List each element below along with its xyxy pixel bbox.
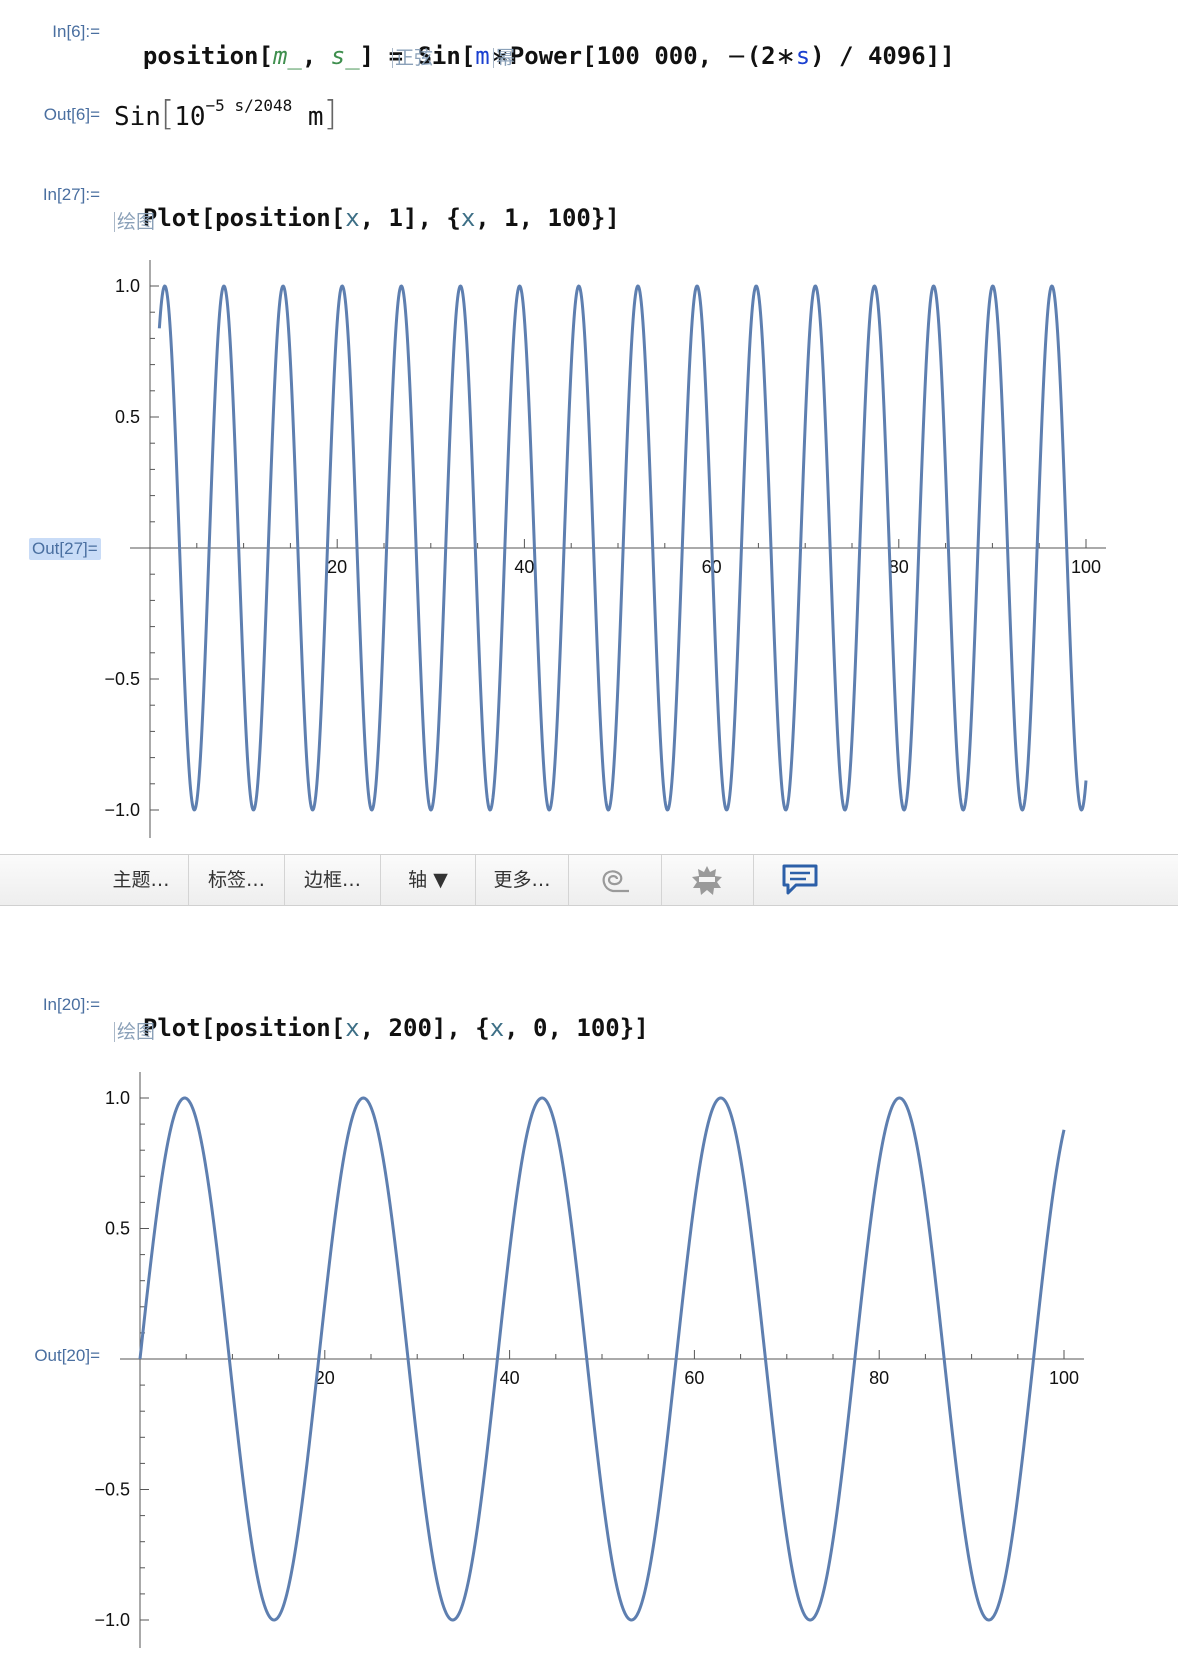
y-tick-label: −1.0	[94, 1610, 130, 1630]
in6-var-m: m_	[272, 42, 302, 70]
in6-m: m	[475, 42, 490, 70]
toolbar-theme-button[interactable]: 主题…	[94, 855, 189, 905]
in27-token: Plot[position[	[142, 204, 346, 232]
out27-label[interactable]: Out[27]=	[29, 538, 101, 560]
in27-token: , 1, 100}]	[475, 204, 620, 232]
in27-hint-plot[interactable]: 绘图	[114, 212, 155, 232]
out6-bracket-close: ]	[323, 94, 337, 134]
in20-label: In[20]:=	[42, 995, 100, 1014]
y-tick-label: 0.5	[115, 407, 140, 427]
in6-hint-sin[interactable]: 正弦	[392, 48, 433, 68]
in6-label: In[6]:=	[52, 22, 100, 41]
out20-label: Out[20]=	[34, 1346, 100, 1365]
x-tick-label: 40	[500, 1368, 520, 1388]
x-tick-label: 80	[889, 557, 909, 577]
out6-var: m	[307, 102, 324, 132]
x-tick-label: 80	[869, 1368, 889, 1388]
y-tick-label: −0.5	[94, 1480, 130, 1500]
y-tick-label: 0.5	[105, 1219, 130, 1239]
y-tick-label: 1.0	[115, 276, 140, 296]
in6-s: s	[795, 42, 811, 70]
y-tick-label: 1.0	[105, 1088, 130, 1108]
in6-token: position[	[142, 42, 273, 70]
toolbar-axes-dropdown[interactable]: 轴 ▼	[381, 855, 476, 905]
in27-input[interactable]: Plot[position[x, 1], {x, 1, 100}]	[114, 176, 620, 232]
in27-token: , 1], {	[359, 204, 461, 232]
in6-times: ∗	[489, 42, 510, 70]
in20-token: Plot[position[	[142, 1014, 346, 1042]
plot-toolbar: 主题… 标签… 边框… 轴 ▼ 更多…	[0, 854, 1178, 906]
in6-token: Power[100	[509, 42, 640, 70]
series-line	[157, 284, 1088, 812]
out6-label: Out[6]=	[43, 105, 100, 124]
in6-input[interactable]: position[m_, s_] = Sin[m∗Power[100 000, …	[114, 14, 955, 70]
in6-times: ∗	[775, 42, 796, 70]
in6-token: ) / 4096]]	[810, 42, 955, 70]
in20-token: , 200], {	[359, 1014, 490, 1042]
series-line	[138, 1096, 1066, 1622]
in6-var-s: s_	[330, 42, 360, 70]
toolbar-spiral-button[interactable]	[569, 855, 662, 905]
x-tick-label: 100	[1071, 557, 1101, 577]
out6-exponent: −5 s/2048	[205, 96, 293, 116]
in6-token: ,	[301, 42, 331, 70]
x-tick-label: 100	[1049, 1368, 1079, 1388]
in20-var-x: x	[345, 1014, 360, 1042]
in27-label: In[27]:=	[42, 185, 100, 204]
x-tick-label: 60	[684, 1368, 704, 1388]
in27-var-x: x	[345, 204, 360, 232]
toolbar-gear-button[interactable]	[662, 855, 754, 905]
in27-var-x: x	[460, 204, 476, 232]
in20-hint-plot[interactable]: 绘图	[114, 1022, 155, 1042]
in20-input[interactable]: Plot[position[x, 200], {x, 0, 100}]	[114, 986, 649, 1042]
in20-token: , 0, 100}]	[504, 1014, 649, 1042]
x-tick-label: 40	[514, 557, 534, 577]
x-tick-label: 20	[315, 1368, 335, 1388]
out6-bracket-open: [	[160, 94, 175, 134]
toolbar-more-button[interactable]: 更多…	[476, 855, 569, 905]
toolbar-frame-button[interactable]: 边框…	[285, 855, 381, 905]
toolbar-comment-button[interactable]	[754, 855, 846, 905]
in6-minus: −	[726, 42, 747, 70]
out6-base: 10	[174, 102, 206, 132]
in20-var-x: x	[489, 1014, 505, 1042]
spiral-icon	[602, 870, 629, 893]
in6-hint-power[interactable]: 幂	[493, 48, 515, 68]
comment-icon	[782, 864, 818, 895]
out6-sin: Sin	[114, 102, 161, 132]
in6-token: 000,	[654, 42, 727, 70]
in6-token: ] = Sin[	[359, 42, 476, 70]
in6-token: (2	[746, 42, 776, 70]
x-tick-label: 20	[327, 557, 347, 577]
toolbar-labels-button[interactable]: 标签…	[189, 855, 285, 905]
out6-output[interactable]: Sin[10−5 s/2048 m]	[114, 94, 337, 134]
y-tick-label: −0.5	[104, 669, 140, 689]
y-tick-label: −1.0	[104, 800, 140, 820]
gear-star-icon	[692, 866, 722, 895]
